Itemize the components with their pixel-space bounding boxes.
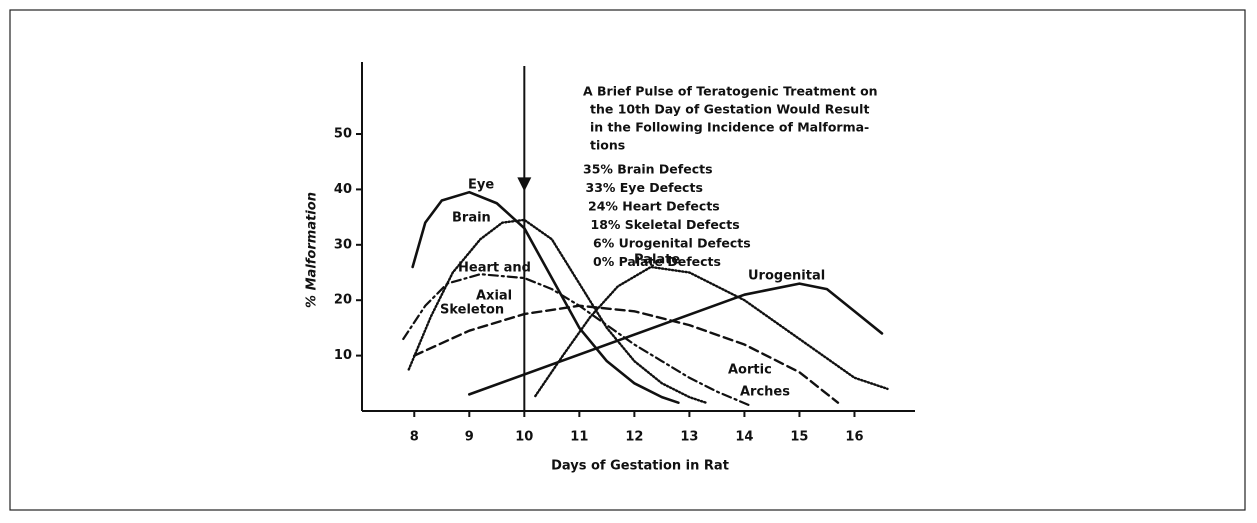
- series-label: Arches: [740, 385, 790, 400]
- y-axis-title: % Malformation: [305, 192, 320, 308]
- x-tick-label: 16: [845, 430, 863, 445]
- series-label: Skeleton: [440, 303, 504, 318]
- series-label: Brain: [452, 211, 491, 226]
- y-tick-label: 20: [334, 293, 352, 308]
- x-tick-label: 15: [790, 430, 808, 445]
- annotation-item: 33% Eye Defects: [586, 180, 703, 195]
- series-label: Heart and: [458, 261, 531, 276]
- x-axis-title: Days of Gestation in Rat: [551, 459, 729, 474]
- annotation-line: the 10th Day of Gestation Would Result: [590, 102, 869, 117]
- x-tick-label: 8: [410, 430, 419, 445]
- y-tick-label: 30: [334, 237, 352, 252]
- x-tick-label: 11: [570, 430, 588, 445]
- series-label: Aortic: [728, 363, 772, 378]
- annotation-line: A Brief Pulse of Teratogenic Treatment o…: [583, 84, 878, 99]
- series-label: Eye: [468, 178, 494, 193]
- series-label: Palate: [634, 253, 680, 268]
- series-label: Axial: [476, 289, 512, 304]
- series-label: Urogenital: [748, 269, 825, 284]
- annotation-line: in the Following Incidence of Malforma-: [590, 120, 869, 135]
- series-line: [413, 304, 840, 404]
- series-line: [402, 273, 752, 407]
- y-tick-label: 40: [334, 182, 352, 197]
- annotation-line: tions: [590, 138, 625, 153]
- x-tick-label: 13: [680, 430, 698, 445]
- y-tick-label: 50: [334, 127, 352, 142]
- x-tick-label: 14: [735, 430, 753, 445]
- series-line: [411, 190, 680, 404]
- annotation-item: 35% Brain Defects: [583, 162, 713, 177]
- y-tick-label: 10: [334, 348, 352, 363]
- series-line: [534, 265, 889, 398]
- x-tick-label: 12: [625, 430, 643, 445]
- annotation-item: 18% Skeletal Defects: [591, 217, 740, 232]
- frame: [9, 9, 1246, 511]
- annotation-item: 24% Heart Defects: [588, 199, 720, 214]
- annotation-item: 6% Urogenital Defects: [593, 236, 751, 251]
- x-tick-label: 9: [465, 430, 474, 445]
- arrow-head: [517, 177, 532, 192]
- x-tick-label: 10: [515, 430, 533, 445]
- series-line: [407, 218, 708, 404]
- annotation-item: 0% Palate Defects: [593, 254, 721, 269]
- series-line: [467, 282, 884, 396]
